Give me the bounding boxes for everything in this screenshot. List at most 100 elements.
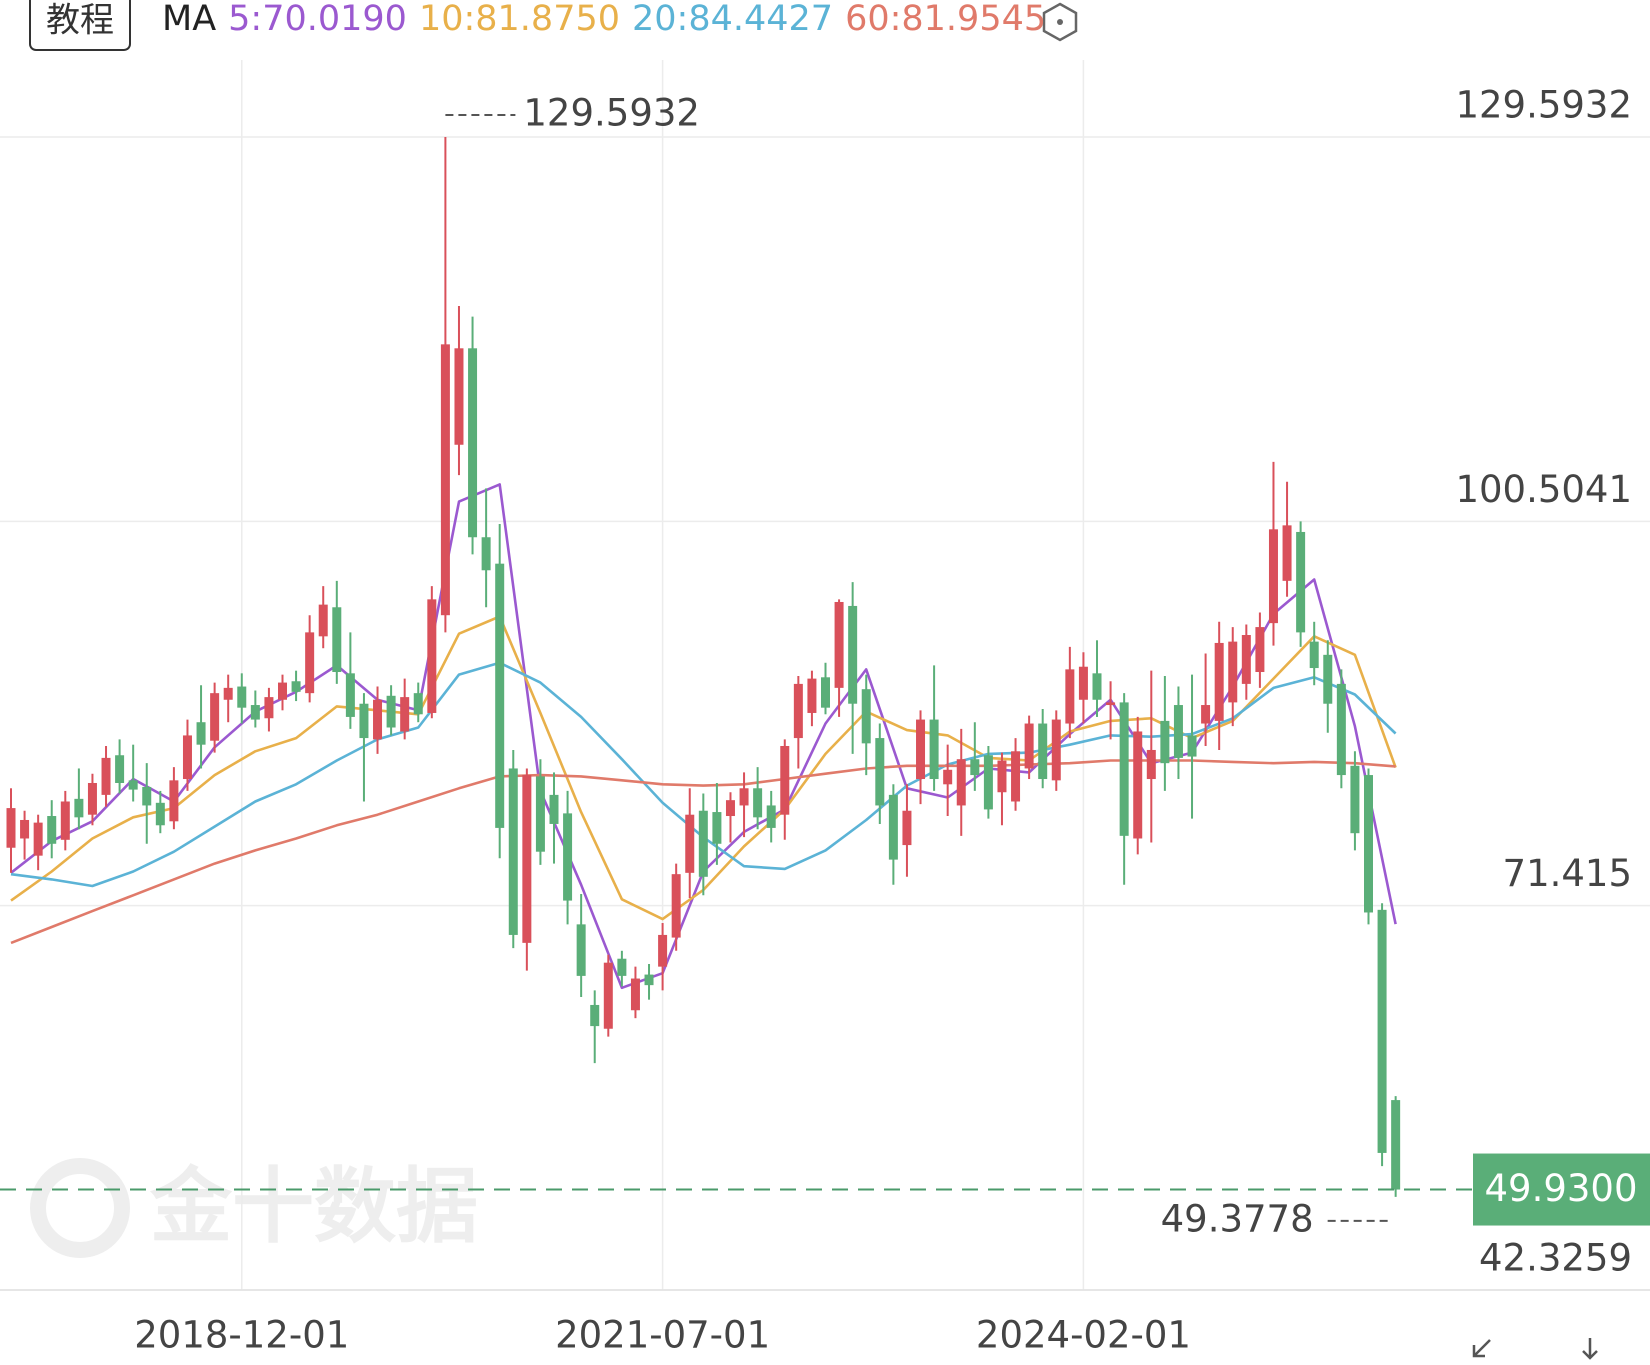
settings-hex[interactable] bbox=[1042, 2, 1078, 42]
candle-body bbox=[1268, 529, 1278, 624]
candle-body bbox=[807, 678, 817, 713]
collapse-icon[interactable] bbox=[1472, 1339, 1491, 1358]
candle-body bbox=[848, 605, 858, 704]
candle-body bbox=[630, 978, 640, 1011]
tutorial-button[interactable] bbox=[29, 0, 131, 51]
candle-body bbox=[943, 769, 953, 785]
y-tick-label: 100.5041 bbox=[1455, 468, 1632, 511]
candle-body bbox=[1309, 641, 1319, 669]
candle-body bbox=[101, 757, 111, 795]
candle-body bbox=[1011, 751, 1021, 802]
watermark: 金十数据 bbox=[30, 1158, 478, 1258]
candle-body bbox=[617, 958, 627, 976]
x-tick-label: 2024-02-01 bbox=[976, 1314, 1191, 1357]
candle-body bbox=[929, 719, 939, 780]
candle-body bbox=[440, 344, 450, 616]
candle-body bbox=[495, 563, 505, 828]
ma-legend-entry: 10:81.8750 bbox=[419, 0, 620, 39]
candle-body bbox=[698, 810, 708, 877]
candle-body bbox=[237, 686, 247, 708]
y-tick-label: 129.5932 bbox=[1455, 84, 1632, 127]
candle-body bbox=[345, 673, 355, 717]
candle-body bbox=[766, 805, 776, 828]
candle-body bbox=[1119, 702, 1129, 836]
last-price-label: 49.9300 bbox=[1484, 1167, 1637, 1210]
candle-body bbox=[115, 755, 125, 783]
corner-icons bbox=[1472, 1338, 1598, 1360]
settings-icon[interactable] bbox=[1042, 2, 1078, 42]
candle-body bbox=[1296, 531, 1306, 633]
candle-body bbox=[87, 782, 97, 815]
candle-body bbox=[535, 776, 545, 852]
candle-body bbox=[888, 794, 898, 860]
candle-body bbox=[658, 934, 668, 967]
candle-body bbox=[468, 348, 478, 538]
candle-body bbox=[1391, 1100, 1401, 1190]
candle-body bbox=[1214, 642, 1224, 721]
candle-body bbox=[1065, 669, 1075, 724]
candle-body bbox=[278, 682, 287, 700]
ma-legend-entry: 60:81.9545 bbox=[845, 0, 1046, 39]
candle-body bbox=[793, 683, 803, 739]
candle-body bbox=[1092, 673, 1102, 700]
candle-body bbox=[250, 705, 260, 720]
candle-body bbox=[644, 974, 654, 986]
candle-body bbox=[481, 537, 491, 571]
candle-body bbox=[413, 693, 423, 715]
max-label: 129.5932 bbox=[523, 92, 700, 135]
candle-body bbox=[970, 759, 980, 776]
x-tick-label: 2018-12-01 bbox=[134, 1314, 349, 1357]
candle-body bbox=[318, 604, 328, 637]
watermark-text: 金十数据 bbox=[149, 1159, 478, 1254]
candle-body bbox=[1350, 765, 1360, 834]
candle-body bbox=[182, 735, 192, 780]
header: 教程 MA 5:70.0190 10:81.8750 20:84.4427 60:81… bbox=[29, 0, 1078, 51]
x-tick-label: 2021-07-01 bbox=[555, 1314, 770, 1357]
watermark-logo bbox=[30, 1158, 130, 1258]
candle-body bbox=[1024, 723, 1034, 769]
candle-body bbox=[1173, 705, 1183, 758]
candle-body bbox=[956, 759, 966, 806]
last-price-badge bbox=[1473, 1153, 1650, 1226]
candle-body bbox=[522, 775, 532, 943]
candle-body bbox=[1160, 720, 1170, 764]
candle-body bbox=[332, 607, 342, 673]
candle-body bbox=[549, 794, 559, 824]
candle-body bbox=[1106, 702, 1116, 706]
candle-body bbox=[427, 599, 437, 713]
download-icon[interactable] bbox=[1582, 1338, 1598, 1360]
candle-body bbox=[33, 822, 43, 856]
candle-body bbox=[1187, 735, 1197, 757]
candle-body bbox=[983, 755, 993, 810]
candle-body bbox=[1078, 666, 1088, 700]
candle-body bbox=[1228, 641, 1238, 703]
candle-body bbox=[508, 768, 518, 935]
candle-body bbox=[1133, 731, 1143, 839]
candle-body bbox=[142, 786, 152, 806]
candle-body bbox=[454, 348, 464, 445]
candle-body bbox=[20, 819, 30, 839]
candle-body bbox=[60, 801, 70, 840]
tutorial-label[interactable]: 教程 bbox=[46, 1, 114, 41]
settings-dot[interactable] bbox=[1057, 19, 1063, 25]
candle-body bbox=[1377, 909, 1387, 1153]
candle-body bbox=[359, 703, 369, 739]
candle-body bbox=[576, 924, 586, 976]
y-tick-label: 42.3259 bbox=[1479, 1237, 1632, 1280]
candle-body bbox=[1364, 775, 1373, 913]
candle-body bbox=[6, 808, 16, 848]
candle-body bbox=[1241, 635, 1251, 684]
candle-body bbox=[47, 816, 57, 844]
candle-body bbox=[1282, 525, 1292, 581]
candle-body bbox=[875, 738, 885, 806]
candle-body bbox=[671, 874, 681, 938]
candle-body bbox=[916, 719, 926, 780]
candle-body bbox=[210, 693, 220, 741]
candle-body bbox=[373, 699, 383, 740]
candle-body bbox=[223, 687, 233, 700]
candle-body bbox=[264, 697, 274, 719]
candle-body bbox=[685, 814, 695, 873]
candle-body bbox=[305, 632, 315, 694]
candle-body bbox=[1051, 719, 1061, 781]
candle-body bbox=[739, 788, 749, 806]
